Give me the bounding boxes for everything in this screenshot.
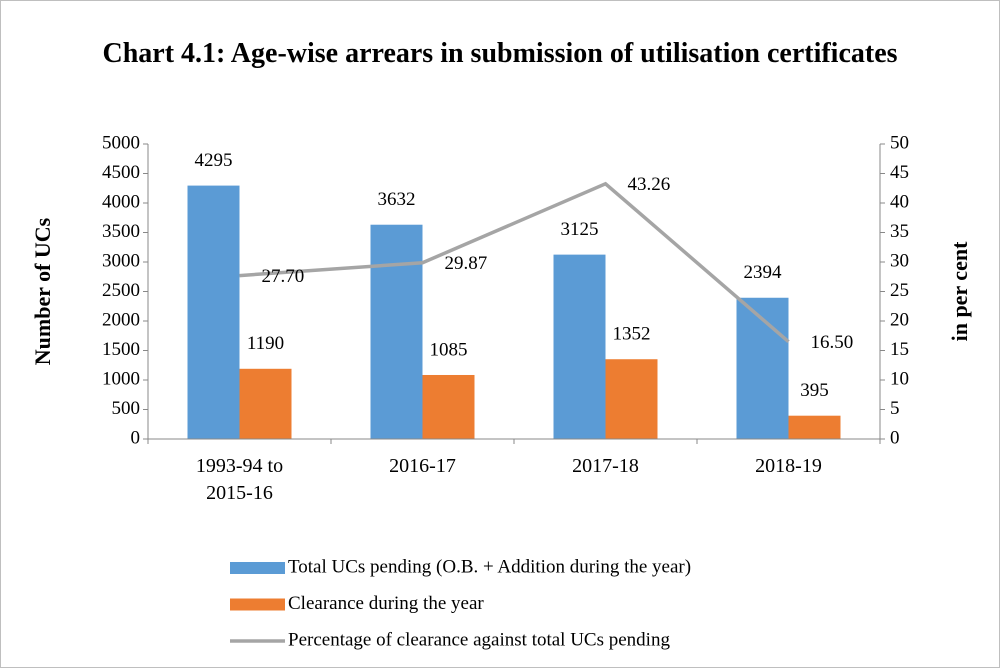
y2-tick-label: 35	[890, 221, 909, 242]
y-tick-label: 4500	[102, 162, 140, 183]
legend-label: Percentage of clearance against total UC…	[288, 629, 670, 650]
y2-tick-label: 10	[890, 368, 909, 389]
bar-value-label: 395	[800, 380, 829, 401]
y-tick-label: 3000	[102, 250, 140, 271]
y-tick-label: 2500	[102, 280, 140, 301]
line	[239, 181, 790, 343]
y2-tick-label: 25	[890, 280, 909, 301]
y-tick-label: 1500	[102, 339, 140, 360]
legend-swatch	[230, 598, 285, 611]
line-value-label: 16.50	[811, 332, 854, 353]
bar	[788, 415, 841, 439]
y-axis-label: Number of UCs	[30, 217, 55, 365]
legend-label: Total UCs pending (O.B. + Addition durin…	[288, 556, 691, 577]
bar	[605, 359, 658, 439]
x-tick-label: 2016-17	[389, 455, 456, 477]
y2-tick-label: 50	[890, 132, 909, 153]
y2-axis-label: in per cent	[947, 241, 972, 341]
y-tick-label: 2000	[102, 309, 140, 330]
y-tick-label: 0	[131, 427, 141, 448]
y-tick-label: 4000	[102, 191, 140, 212]
bar-value-label: 3632	[378, 189, 416, 210]
x-tick-label: 1993-94 to 2015-16	[195, 455, 284, 504]
bar	[553, 254, 606, 439]
y-tick-label: 500	[112, 398, 141, 419]
y2-tick-label: 15	[890, 339, 909, 360]
y2-tick-label: 0	[890, 427, 900, 448]
y-tick-label: 5000	[102, 132, 140, 153]
legend-label: Clearance during the year	[288, 593, 484, 614]
chart-title: Chart 4.1: Age-wise arrears in submissio…	[102, 38, 898, 69]
bar-value-label: 1352	[613, 324, 651, 345]
y-tick-label: 3500	[102, 221, 140, 242]
y-tick-label: 1000	[102, 368, 140, 389]
line-value-label: 43.26	[628, 174, 671, 195]
y2-tick-label: 40	[890, 191, 909, 212]
bar	[187, 185, 240, 439]
line-value-label: 29.87	[445, 253, 488, 274]
x-tick-label: 2018-19	[755, 455, 822, 477]
line-value-label: 27.70	[262, 266, 305, 287]
y2-tick-label: 45	[890, 162, 909, 183]
y2-tick-label: 5	[890, 398, 900, 419]
bar-value-label: 1190	[247, 333, 284, 354]
bar-value-label: 4295	[195, 150, 233, 171]
bar	[370, 224, 423, 439]
bar-value-label: 2394	[744, 262, 783, 283]
bar	[239, 368, 292, 439]
x-tick-label: 2017-18	[572, 455, 639, 477]
y2-tick-label: 30	[890, 250, 909, 271]
bar	[422, 374, 475, 439]
bar-value-label: 1085	[430, 339, 468, 360]
y2-tick-label: 20	[890, 309, 909, 330]
bar-value-label: 3125	[561, 219, 599, 240]
legend-swatch	[230, 562, 285, 574]
